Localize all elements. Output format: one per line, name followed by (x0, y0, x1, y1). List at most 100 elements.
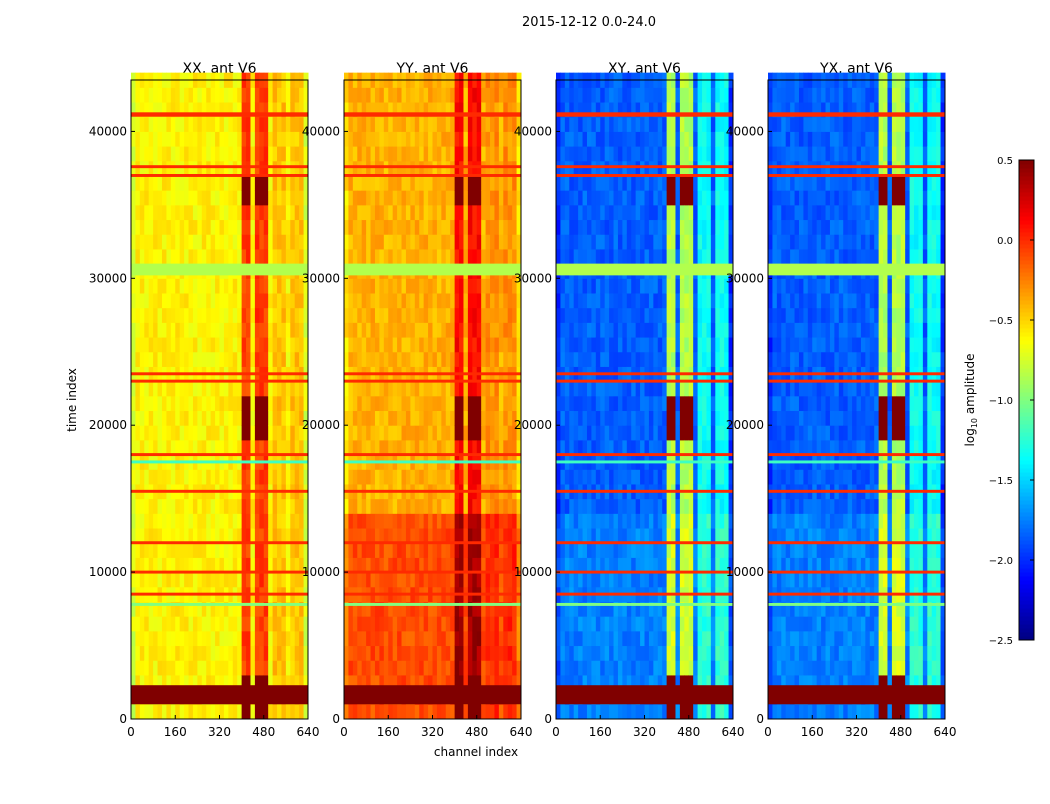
heatmap-cell (268, 543, 273, 558)
heatmap-cell (503, 499, 508, 514)
heatmap-cell (645, 131, 650, 146)
heatmap-cell (180, 205, 185, 220)
heatmap-cell (605, 704, 610, 719)
heatmap-cell (290, 440, 295, 455)
flagged-row (131, 112, 308, 116)
heatmap-cell (472, 190, 477, 205)
heatmap-cell (348, 249, 353, 264)
heatmap-cell (653, 322, 658, 337)
heatmap-cell (281, 87, 286, 102)
heatmap-cell (508, 220, 513, 235)
heatmap-cell (295, 469, 300, 484)
heatmap-cell (578, 425, 583, 440)
heatmap-cell (149, 352, 154, 367)
heatmap-cell (290, 131, 295, 146)
heatmap-cell (503, 249, 508, 264)
heatmap-cell (180, 117, 185, 132)
heatmap-cell (560, 87, 565, 102)
heatmap-cell (419, 660, 424, 675)
heatmap-cell (406, 161, 411, 176)
heatmap-cell (415, 469, 420, 484)
heatmap-cell (556, 557, 561, 572)
heatmap-cell (153, 205, 158, 220)
heatmap-cell (193, 220, 198, 235)
heatmap-cell (362, 528, 367, 543)
heatmap-cell (569, 557, 574, 572)
heatmap-cell (353, 543, 358, 558)
heatmap-cell (680, 249, 685, 264)
heatmap-cell (512, 660, 517, 675)
heatmap-cell (587, 337, 592, 352)
heatmap-cell (441, 425, 446, 440)
heatmap-cell (131, 190, 136, 205)
heatmap-cell (366, 87, 371, 102)
heatmap-cell (569, 513, 574, 528)
heatmap-cell (215, 175, 220, 190)
heatmap-cell (344, 440, 349, 455)
heatmap-cell (388, 175, 393, 190)
heatmap-cell (645, 646, 650, 661)
heatmap-cell (569, 87, 574, 102)
heatmap-cell (680, 161, 685, 176)
heatmap-cell (184, 131, 189, 146)
heatmap-cell (618, 220, 623, 235)
heatmap-cell (600, 146, 605, 161)
heatmap-cell (481, 293, 486, 308)
heatmap-cell (428, 572, 433, 587)
heatmap-cell (397, 220, 402, 235)
heatmap-cell (614, 117, 619, 132)
heatmap-cell (450, 161, 455, 176)
heatmap-cell (402, 440, 407, 455)
heatmap-cell (290, 411, 295, 426)
heatmap-cell (494, 572, 499, 587)
heatmap-cell (162, 411, 167, 426)
heatmap-cell (680, 337, 685, 352)
heatmap-cell (375, 293, 380, 308)
heatmap-cell (614, 528, 619, 543)
heatmap-cell (135, 352, 140, 367)
heatmap-cell (233, 131, 238, 146)
heatmap-cell (290, 572, 295, 587)
heatmap-cell (371, 425, 376, 440)
heatmap-cell (508, 293, 513, 308)
heatmap-cell (614, 131, 619, 146)
heatmap-cell (171, 220, 176, 235)
heatmap-cell (366, 646, 371, 661)
heatmap-cell (158, 646, 163, 661)
heatmap-cell (455, 308, 460, 323)
heatmap-cell (433, 557, 438, 572)
heatmap-cell (295, 278, 300, 293)
heatmap-cell (344, 161, 349, 176)
heatmap-cell (693, 513, 698, 528)
heatmap-cell (362, 220, 367, 235)
heatmap-cell (622, 234, 627, 249)
heatmap-cell (184, 322, 189, 337)
heatmap-cell (631, 322, 636, 337)
heatmap-cell (428, 190, 433, 205)
heatmap-cell (149, 557, 154, 572)
heatmap-cell (662, 631, 667, 646)
heatmap-cell (215, 337, 220, 352)
heatmap-cell (344, 513, 349, 528)
heatmap-cell (410, 646, 415, 661)
heatmap-cell (693, 425, 698, 440)
heatmap-cell (667, 704, 672, 719)
heatmap-cell (144, 131, 149, 146)
heatmap-cell (259, 646, 264, 661)
heatmap-cell (609, 425, 614, 440)
heatmap-cell (220, 660, 225, 675)
heatmap-cell (618, 411, 623, 426)
heatmap-cell (264, 704, 269, 719)
heatmap-cell (193, 308, 198, 323)
heatmap-cell (437, 220, 442, 235)
heatmap-cell (131, 646, 136, 661)
heatmap-cell (184, 220, 189, 235)
heatmap-cell (486, 249, 491, 264)
heatmap-cell (450, 131, 455, 146)
heatmap-cell (636, 146, 641, 161)
heatmap-cell (264, 293, 269, 308)
heatmap-cell (348, 234, 353, 249)
heatmap-cell (397, 161, 402, 176)
heatmap-cell (653, 352, 658, 367)
heatmap-cell (384, 616, 389, 631)
